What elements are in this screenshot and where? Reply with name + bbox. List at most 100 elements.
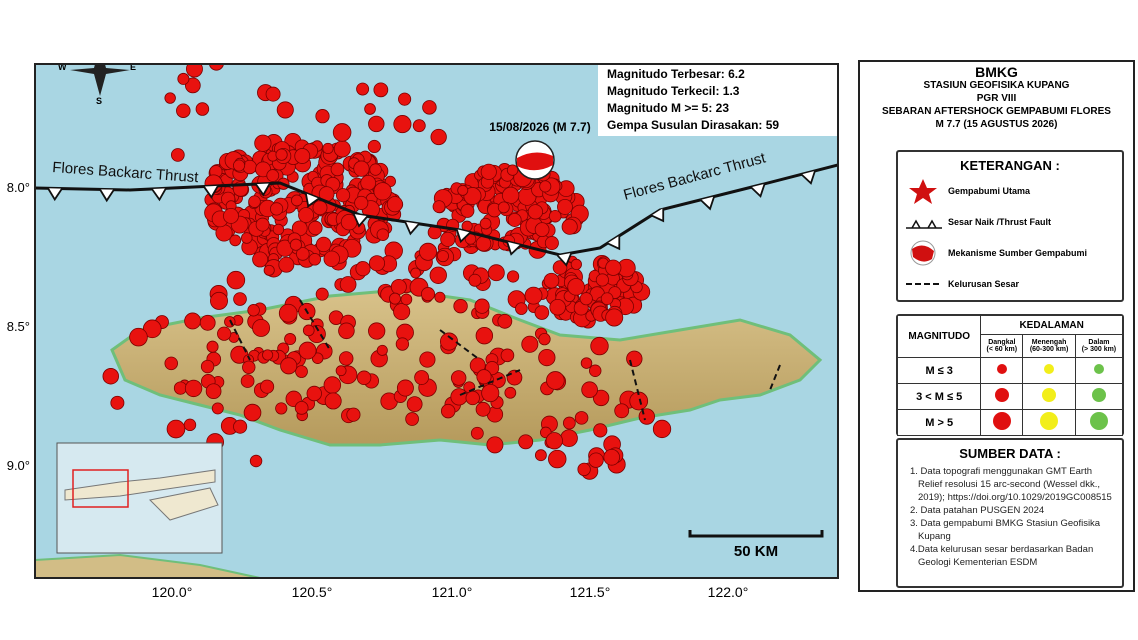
aftershock — [248, 195, 261, 208]
aftershock — [506, 164, 519, 176]
aftershock — [254, 134, 272, 152]
compass-star — [70, 64, 130, 96]
legend-symbol — [910, 240, 936, 265]
aftershock — [229, 234, 242, 247]
size-symbol — [1040, 412, 1059, 430]
aftershock — [302, 324, 315, 337]
aftershock — [243, 403, 262, 422]
aftershock — [199, 314, 216, 331]
aftershock — [570, 258, 582, 270]
thrust-barb — [99, 188, 115, 203]
aftershock — [605, 259, 622, 276]
size-dot — [1089, 412, 1108, 430]
aftershock — [364, 103, 376, 115]
compass-label: W — [58, 62, 67, 72]
lineament — [459, 369, 521, 396]
size-cell — [1022, 409, 1076, 436]
aftershock — [354, 195, 369, 210]
aftershock — [184, 312, 202, 330]
aftershock — [486, 436, 504, 454]
aftershock — [290, 194, 303, 207]
aftershock — [538, 333, 551, 346]
aftershock — [549, 298, 566, 316]
legend-header: BMKG STASIUN GEOFISIKA KUPANG PGR VIII S… — [860, 65, 1133, 131]
aftershock — [527, 204, 544, 220]
aftershock — [338, 322, 355, 340]
size-dot — [1042, 388, 1057, 402]
aftershock — [577, 462, 591, 477]
table-header: KEDALAMAN — [980, 315, 1123, 335]
aftershock — [226, 270, 246, 290]
aftershock — [276, 101, 294, 119]
aftershock — [457, 184, 469, 196]
aftershock — [507, 212, 522, 227]
legend-item: Sesar Naik /Thrust Fault — [898, 206, 1122, 237]
aftershock — [284, 333, 297, 346]
aftershock — [521, 335, 539, 353]
column-header: Dangkal (< 60 km) — [980, 334, 1024, 358]
aftershock — [376, 228, 390, 241]
thrust-barb — [506, 241, 522, 256]
aftershock — [342, 18, 354, 30]
sources-title: SUMBER DATA : — [959, 446, 1061, 461]
thrust-barb — [750, 183, 766, 198]
aftershock — [460, 203, 475, 218]
aftershock — [186, 64, 203, 78]
aftershock — [605, 308, 624, 327]
aftershock — [422, 100, 437, 115]
aftershock — [414, 370, 430, 385]
aftershock — [368, 255, 386, 272]
lineament — [769, 364, 781, 391]
aftershock — [475, 326, 494, 345]
aftershock — [377, 25, 395, 43]
aftershock — [142, 319, 162, 339]
aftershock — [373, 82, 389, 98]
axis-labels: 8.0° 8.5° 9.0° 120.0° 120.5° 121.0° 121.5° 122.… — [7, 180, 749, 600]
aftershock — [252, 319, 271, 337]
thrust-barb — [151, 187, 167, 202]
aftershock — [164, 356, 178, 371]
aftershock — [506, 270, 520, 283]
aftershock — [560, 429, 578, 448]
aftershock — [195, 102, 210, 116]
aftershock — [368, 115, 385, 133]
aftershock — [298, 207, 314, 224]
stats-box — [598, 64, 838, 136]
aftershock — [589, 364, 602, 377]
aftershock — [538, 348, 556, 367]
aftershock — [266, 169, 280, 182]
thrust-barb — [455, 228, 471, 244]
mainshock-label: 15/08/2026 (M 7.7) — [489, 120, 590, 134]
stats: Magnitudo Terbesar: 6.2 Magnitudo Terkeci… — [607, 67, 779, 132]
aftershock — [215, 224, 233, 242]
lineament — [229, 319, 251, 361]
aftershock — [429, 266, 447, 284]
aftershock — [247, 304, 260, 317]
row-label: M > 5 — [896, 409, 982, 436]
aftershock — [308, 220, 323, 236]
thrust-barb — [800, 170, 816, 185]
aftershock — [217, 326, 232, 341]
thrust-barb — [203, 185, 219, 199]
lineament — [439, 329, 481, 361]
aftershock — [170, 148, 185, 162]
size-cell — [1074, 409, 1124, 436]
size-symbol — [1091, 388, 1106, 402]
aftershock — [323, 250, 341, 268]
aftershock — [396, 379, 414, 397]
aftershock — [308, 253, 322, 266]
legend-text: Kelurusan Sesar — [948, 278, 1020, 289]
column-name: Menengah — [1031, 339, 1067, 346]
column-header: Menengah (60-300 km) — [1022, 334, 1076, 358]
aftershock — [593, 423, 608, 438]
lon-label: 122.0° — [708, 584, 749, 600]
aftershock — [405, 412, 419, 426]
aftershock — [360, 174, 377, 191]
aftershock — [243, 15, 259, 31]
legend-symbol — [909, 178, 937, 204]
aftershock — [338, 351, 354, 366]
aftershock — [249, 454, 263, 468]
size-dot — [1093, 364, 1104, 374]
thrust-barb — [404, 221, 420, 236]
magnitude-table: MAGNITUDO KEDALAMAN Dangkal (< 60 km) Menen… — [896, 315, 1124, 436]
